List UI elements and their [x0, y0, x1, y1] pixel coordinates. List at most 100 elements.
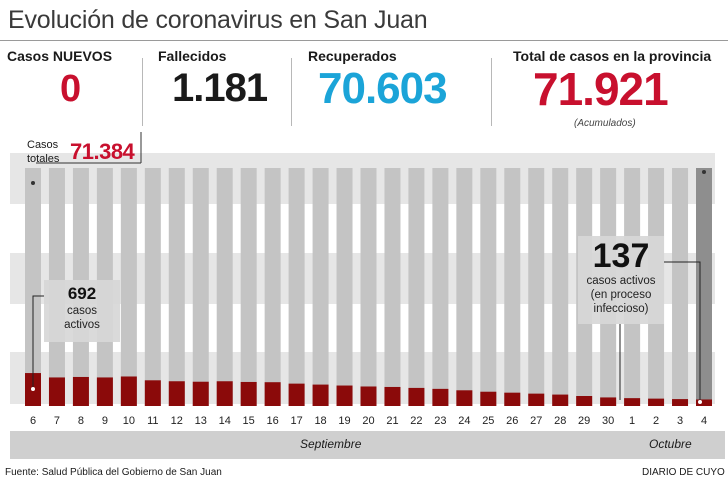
bar-active-27 — [528, 393, 545, 406]
bar-active-19 — [336, 385, 353, 406]
x-tick-label: 9 — [102, 415, 108, 427]
annotation-active-end-line3: infeccioso) — [593, 303, 649, 315]
stat-fallecidos: Fallecidos 1.181 — [158, 48, 268, 111]
stat-total: Total de casos en la provincia 71.921 — [513, 48, 711, 116]
bar-active-29 — [576, 396, 593, 406]
bar-active-26 — [504, 392, 521, 406]
bar-active-24 — [456, 390, 473, 406]
stat-separator — [142, 58, 143, 126]
annotation-active-end-number: 137 — [592, 237, 650, 275]
annotation-active-start-line2: activos — [64, 319, 100, 331]
casos-totales-value: 71.384 — [70, 139, 135, 164]
casos-totales-label-line1: Casos — [27, 139, 59, 151]
x-tick-label: 24 — [458, 415, 470, 427]
stat-fallecidos-label: Fallecidos — [158, 48, 227, 64]
bar-active-30 — [600, 397, 617, 406]
stat-nuevos: Casos NUEVOS 0 — [7, 48, 112, 111]
stat-fallecidos-value: 1.181 — [172, 66, 268, 110]
footer-credit: DIARIO DE CUYO — [642, 467, 725, 478]
bar-total-4 — [696, 168, 712, 406]
leader-line — [664, 261, 701, 402]
bar-active-18 — [312, 384, 329, 406]
bar-total-13 — [192, 168, 209, 406]
marker-dot — [31, 181, 35, 185]
bar-total-21 — [384, 168, 401, 406]
x-tick-label: 18 — [314, 415, 326, 427]
x-tick-label: 2 — [653, 415, 659, 427]
bar-total-11 — [144, 168, 161, 406]
casos-totales-label: Casos totales — [27, 138, 59, 166]
x-tick-label: 23 — [434, 415, 446, 427]
bar-active-22 — [408, 387, 425, 406]
x-tick-label: 17 — [290, 415, 302, 427]
bar-total-26 — [504, 168, 521, 406]
bar-total-20 — [360, 168, 377, 406]
annotation-active-start-number: 692 — [67, 284, 97, 303]
bar-total-6 — [25, 168, 41, 406]
annotation-active-start: 692 casos activos — [44, 280, 120, 342]
bar-active-17 — [288, 383, 305, 406]
bar-total-22 — [408, 168, 425, 406]
x-tick-label: 13 — [195, 415, 207, 427]
month-label-october: Octubre — [649, 437, 692, 451]
bar-active-2 — [648, 398, 665, 406]
bar-active-15 — [240, 381, 257, 406]
bar-active-13 — [192, 381, 209, 406]
stat-separator — [491, 58, 492, 126]
title-divider — [0, 40, 728, 41]
annotation-active-end-line2: (en proceso — [590, 289, 652, 301]
x-tick-label: 21 — [386, 415, 398, 427]
bar-total-24 — [456, 168, 473, 406]
x-tick-label: 11 — [147, 415, 158, 427]
x-tick-label: 16 — [267, 415, 279, 427]
bar-active-14 — [216, 381, 233, 406]
annotation-active-end: 137 casos activos (en proceso infeccioso… — [578, 236, 664, 324]
x-tick-label: 25 — [482, 415, 494, 427]
bar-active-25 — [480, 391, 497, 406]
x-tick-label: 29 — [578, 415, 590, 427]
stat-nuevos-value: 0 — [60, 68, 81, 110]
stat-nuevos-label: Casos NUEVOS — [7, 48, 113, 64]
bar-total-12 — [168, 168, 185, 406]
bar-active-9 — [96, 377, 113, 406]
bar-total-25 — [480, 168, 497, 406]
stat-total-label: Total de casos en la provincia — [513, 48, 712, 64]
bar-total-15 — [240, 168, 257, 406]
bar-total-19 — [336, 168, 353, 406]
x-tick-label: 22 — [410, 415, 422, 427]
bar-active-1 — [624, 398, 641, 406]
annotation-active-start-line1: casos — [66, 305, 98, 317]
bar-active-21 — [384, 386, 401, 406]
bar-total-27 — [528, 168, 545, 406]
x-tick-label: 7 — [54, 415, 60, 427]
x-tick-label: 30 — [602, 415, 614, 427]
leader-line — [32, 295, 44, 389]
marker-dot — [698, 400, 702, 404]
bar-active-3 — [672, 399, 689, 406]
bar-active-8 — [72, 376, 89, 406]
stat-recuperados: Recuperados 70.603 — [308, 48, 448, 114]
x-tick-label: 4 — [701, 415, 707, 427]
bar-active-20 — [360, 386, 377, 406]
bar-total-16 — [264, 168, 281, 406]
stat-recuperados-value: 70.603 — [318, 64, 448, 113]
bar-active-12 — [168, 381, 185, 406]
month-label-september: Septiembre — [300, 437, 362, 451]
casos-totales-label-line2: totales — [27, 153, 60, 165]
bar-active-7 — [48, 377, 65, 406]
x-tick-label: 14 — [219, 415, 231, 427]
bar-active-28 — [552, 394, 569, 406]
stat-separator — [291, 58, 292, 126]
marker-dot — [31, 387, 35, 391]
x-tick-label: 20 — [362, 415, 374, 427]
page-title: Evolución de coronavirus en San Juan — [8, 6, 428, 34]
x-tick-label: 10 — [123, 415, 135, 427]
x-tick-label: 8 — [78, 415, 84, 427]
month-band — [10, 431, 725, 459]
bar-active-11 — [144, 380, 161, 406]
bar-active-10 — [120, 376, 137, 406]
bar-active-23 — [432, 388, 449, 406]
x-tick-label: 28 — [554, 415, 566, 427]
footer-source: Fuente: Salud Pública del Gobierno de Sa… — [5, 467, 222, 478]
